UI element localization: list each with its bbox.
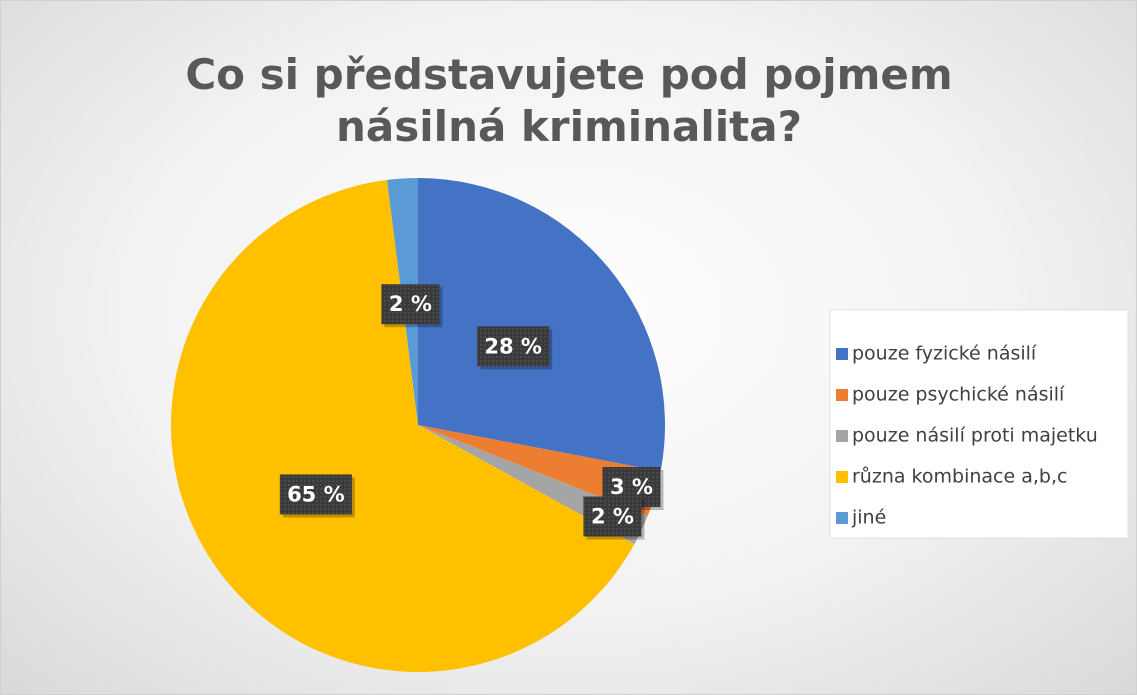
legend-box — [829, 309, 1129, 539]
pie-slice — [418, 178, 665, 472]
data-label-box — [279, 474, 352, 515]
legend-label: pouze fyzické násilí — [852, 343, 1037, 365]
pie-slice — [418, 425, 661, 516]
legend-swatch — [836, 430, 848, 442]
data-label-box — [381, 284, 440, 325]
data-label: 3 % — [610, 475, 653, 499]
data-label-box — [583, 496, 642, 537]
legend-swatch — [836, 389, 848, 401]
legend-label: různa kombinace a,b,c — [852, 466, 1067, 488]
legend-label: pouze psychické násilí — [852, 384, 1065, 406]
legend-swatch — [836, 512, 848, 524]
data-label-box — [477, 326, 550, 367]
data-label: 28 % — [484, 334, 542, 358]
pie-slice — [171, 179, 635, 672]
legend-swatch — [836, 471, 848, 483]
data-label: 65 % — [287, 482, 345, 506]
legend-label: pouze násilí proti majetku — [852, 425, 1098, 447]
data-label: 2 % — [389, 292, 432, 316]
legend-swatch — [836, 348, 848, 360]
data-label: 2 % — [591, 504, 634, 528]
legend-label: jiné — [851, 507, 886, 529]
chart-title: Co si představujete pod pojmem násilná k… — [185, 50, 953, 151]
